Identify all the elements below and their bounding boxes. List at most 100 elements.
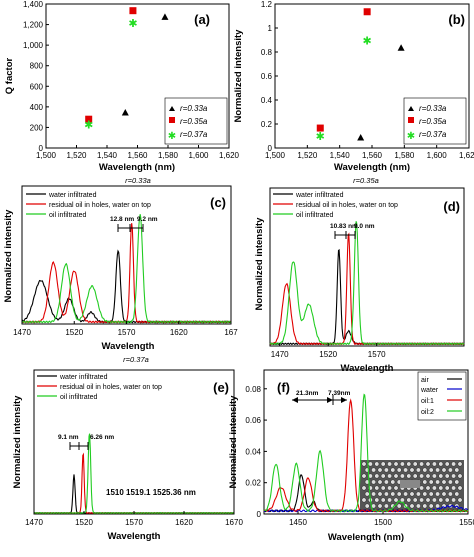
panel-f-legend-2: water [420, 387, 439, 394]
sem-hole [380, 473, 386, 479]
xtick-label: 1570 [368, 350, 386, 359]
sem-hole [419, 497, 425, 503]
xtick-label: 1,500 [36, 151, 57, 160]
sem-hole [444, 473, 450, 479]
sem-hole [457, 485, 463, 491]
sem-hole [441, 491, 447, 497]
panel-f-legend: air water oil:1 oil:2 [417, 371, 467, 421]
sem-hole [431, 497, 437, 503]
panel-c-legend: water infiltrated residual oil in holes,… [26, 192, 151, 219]
panel-d-legend-1: water infiltrated [295, 192, 344, 199]
panel-f-ylabel: Normalized intensity [228, 395, 239, 489]
arrow-right-icon [341, 397, 347, 403]
sem-hole [409, 503, 415, 509]
sem-hole [428, 491, 434, 497]
xtick-label: 1,620 [459, 151, 474, 160]
scatter-point [397, 44, 405, 51]
panel-d-ylabel: Normalized intensity [254, 217, 265, 311]
panel-b-ylabel: Normalized intensity [233, 29, 244, 123]
arrow-left-icon [292, 397, 298, 403]
sem-hole [451, 473, 457, 479]
sem-inset-image [360, 460, 464, 512]
panel-c-ann-1: 12.8 nm [110, 216, 134, 223]
sem-hole [390, 479, 396, 485]
xtick-label: 1570 [125, 518, 143, 527]
panel-d-lines [269, 221, 465, 346]
panel-a-ylabel: Q factor [4, 57, 15, 94]
sem-hole [441, 479, 447, 485]
panel-c-legend-3: oil infiltrated [49, 212, 86, 219]
ytick-label: 0.02 [245, 479, 261, 488]
sem-hole [396, 467, 402, 473]
xtick-label: 1470 [271, 350, 289, 359]
xtick-label: 1520 [65, 328, 83, 337]
sem-hole [447, 491, 453, 497]
spectrum-line [21, 214, 232, 324]
sem-hole [444, 497, 450, 503]
sem-hole [425, 497, 431, 503]
sem-hole [377, 479, 383, 485]
sem-hole [380, 461, 386, 467]
panel-a-legend: r=0.33a r=0.35a ✱ r=0.37a [164, 97, 228, 145]
sem-hole [415, 491, 421, 497]
xtick-label: 1620 [175, 518, 193, 527]
sem-hole [422, 491, 428, 497]
sem-hole [419, 473, 425, 479]
sem-hole [406, 497, 412, 503]
scatter-point [121, 109, 129, 116]
panel-d-annotation: 10.83 nm 9.0 nm [330, 223, 375, 239]
sem-hole [419, 485, 425, 491]
panel-d-legend: water infiltrated residual oil in holes,… [273, 192, 398, 219]
panel-f-legend-4: oil:2 [421, 409, 434, 416]
sem-hole [380, 497, 386, 503]
ytick-label: 400 [30, 103, 44, 112]
panel-d-xlabel: Wavelength [341, 363, 394, 374]
panel-e-annotation: 9.1 nm 6.26 nm 1510 1519.1 1525.36 nm [58, 434, 196, 497]
sem-hole [435, 467, 441, 473]
sem-hole [457, 461, 463, 467]
sem-hole [441, 467, 447, 473]
panel-f-legend-1: air [421, 377, 429, 384]
ytick-label: 1.2 [261, 0, 273, 9]
sem-hole [374, 485, 380, 491]
panel-a-marks: ✱✱ [84, 7, 169, 131]
panel-a-yticks: 0 200 400 600 800 1,000 1,200 1,400 [23, 0, 49, 153]
ytick-label: 0 [39, 144, 44, 153]
xtick-label: 1500 [374, 518, 392, 527]
sem-hole [383, 479, 389, 485]
sem-hole [425, 473, 431, 479]
panel-e: r=0.37a 1470 1520 1570 1620 1670 (e) Wavelen… [12, 355, 243, 542]
ytick-label: 0.2 [261, 120, 273, 129]
scatter-point: ✱ [363, 36, 372, 48]
sem-hole [431, 473, 437, 479]
ytick-label: 0 [268, 144, 273, 153]
sem-hole [447, 479, 453, 485]
sem-hole [383, 503, 389, 509]
scatter-point [129, 7, 137, 15]
xtick-label: 1,600 [188, 151, 209, 160]
spectrum-line [269, 232, 465, 346]
legend-star-icon: ✱ [407, 131, 415, 142]
ytick-label: 1,000 [23, 41, 44, 50]
sem-hole [431, 461, 437, 467]
xtick-label: 1670 [225, 518, 243, 527]
sem-hole [451, 461, 457, 467]
xtick-label: 1520 [75, 518, 93, 527]
spectrum-line [34, 433, 234, 514]
sem-hole [447, 467, 453, 473]
sem-hole [393, 485, 399, 491]
panel-f-annotation: 21.3nm 7.39nm [292, 390, 351, 405]
sem-hole [393, 473, 399, 479]
sem-hole [406, 473, 412, 479]
arrow-right-icon [327, 397, 333, 403]
panel-d: r=0.35a 1470 1520 1570 (d) Wavelength Norm… [254, 176, 465, 374]
scatter-point: ✱ [316, 131, 325, 143]
panel-f-xticks: 1450 1500 1550 [289, 511, 474, 527]
panel-f-xlabel: Wavelength (nm) [328, 532, 404, 543]
panel-d-label: (d) [443, 199, 460, 214]
panel-b-legend-1: r=0.33a [419, 104, 447, 113]
scatter-point [357, 134, 365, 141]
panel-e-ylabel: Normalized intensity [12, 395, 23, 489]
panel-a-legend-2: r=0.35a [180, 117, 208, 126]
spectrum-line [269, 248, 465, 346]
